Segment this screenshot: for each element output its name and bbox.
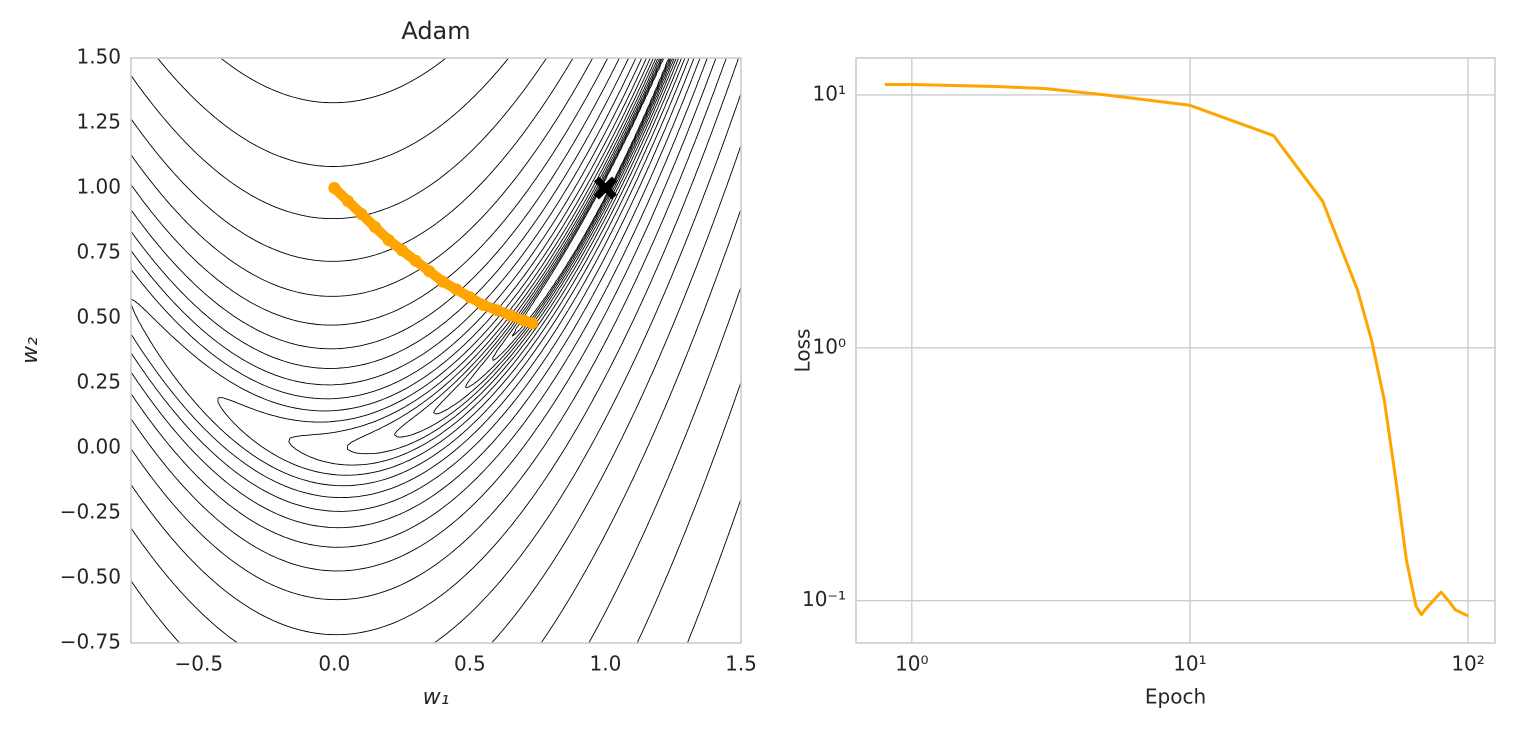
x-axis-label: w₁ xyxy=(423,685,450,710)
y-tick-label: −0.50 xyxy=(60,565,121,589)
subplot: −0.5 0.0 0.5 1.0 1.5 −0.75 −0.50 −0.25 0.00 0.25 0… xyxy=(18,17,757,710)
contour-line xyxy=(217,58,682,476)
contour-line xyxy=(393,58,675,438)
contour-line xyxy=(131,58,708,548)
contour-line xyxy=(131,58,695,512)
contour-line xyxy=(131,58,739,636)
x-tick-label: 10² xyxy=(1451,652,1484,676)
trajectory-point xyxy=(355,208,368,220)
x-tick-label: 0.0 xyxy=(318,652,350,676)
trajectory-point xyxy=(477,299,490,311)
plot-area xyxy=(884,82,1469,618)
contour-line xyxy=(131,58,741,643)
y-tick-label: 1.50 xyxy=(76,45,121,69)
y-tick-label: 0.50 xyxy=(76,305,121,329)
trajectory-point xyxy=(436,275,449,288)
contour-line xyxy=(433,58,674,415)
x-tick-label: 10⁰ xyxy=(895,652,928,676)
trajectory-point xyxy=(526,317,539,330)
y-axis-label: w₂ xyxy=(18,337,43,364)
contour-line xyxy=(511,58,670,337)
trajectory-line xyxy=(329,183,538,329)
y-tick-label: 10¹ xyxy=(813,81,846,105)
trajectory-point xyxy=(409,254,422,267)
trajectory-point xyxy=(504,309,517,322)
x-tick-label: 1.0 xyxy=(590,652,622,676)
loss-line xyxy=(884,82,1469,618)
axes-frame xyxy=(130,57,742,644)
trajectory-point xyxy=(450,283,463,296)
x-tick-label: 10¹ xyxy=(1173,652,1206,676)
trajectory-point xyxy=(396,244,409,257)
x-tick-label: 0.5 xyxy=(454,652,486,676)
trajectory-point xyxy=(382,234,395,246)
contour-line xyxy=(131,58,686,487)
contour-line xyxy=(465,58,672,389)
x-tick-label: 1.5 xyxy=(725,652,757,676)
y-tick-label: 0.00 xyxy=(76,435,121,459)
contour-line xyxy=(131,58,701,529)
chart-title: Adam xyxy=(401,17,470,45)
subplot: 10⁰ 10¹ 10² 10⁻¹ 10⁰ 10¹ Epoch Loss xyxy=(791,57,1496,709)
plot-area xyxy=(131,58,741,643)
y-axis-label: Loss xyxy=(791,329,815,373)
contour-line xyxy=(636,382,741,643)
minimum-marker xyxy=(593,176,617,200)
y-tick-label: −0.25 xyxy=(60,500,121,524)
trajectory-point xyxy=(423,265,436,278)
x-tick-label: −0.5 xyxy=(174,652,223,676)
contour-line xyxy=(131,58,741,643)
trajectory-point xyxy=(328,182,341,194)
axes-frame xyxy=(855,57,1496,644)
x-axis-label: Epoch xyxy=(1145,685,1206,709)
y-tick-label: 0.75 xyxy=(76,240,121,264)
y-tick-label: 10⁻¹ xyxy=(802,587,846,611)
y-tick-label: 10⁰ xyxy=(813,334,846,358)
contour-line xyxy=(588,286,741,643)
contour-line xyxy=(346,58,677,455)
trajectory-point xyxy=(463,291,476,304)
y-tick-label: 0.25 xyxy=(76,370,121,394)
contour-line xyxy=(686,498,741,643)
trajectory-point xyxy=(369,221,381,233)
contour-line xyxy=(131,58,717,572)
trajectory-point xyxy=(491,304,503,317)
y-tick-label: 1.25 xyxy=(76,110,121,134)
y-tick-label: −0.75 xyxy=(60,630,121,654)
trajectory-point xyxy=(341,195,354,207)
y-tick-label: 1.00 xyxy=(76,175,121,199)
contour-line xyxy=(288,58,680,466)
